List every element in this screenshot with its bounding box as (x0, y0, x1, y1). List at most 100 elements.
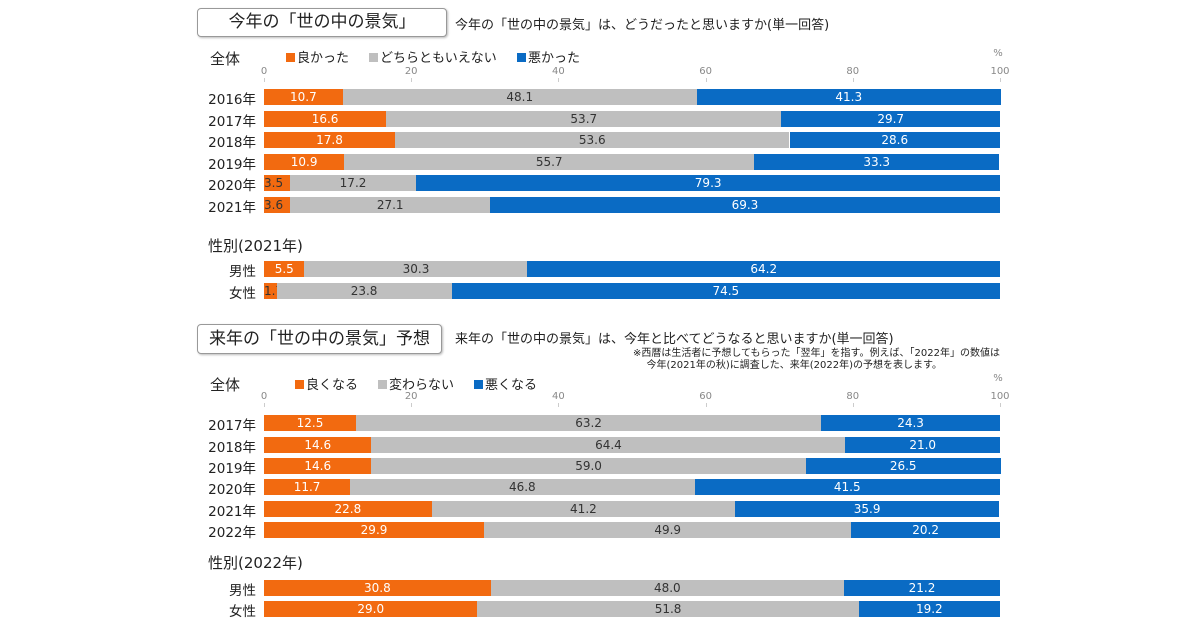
x-tick-label: 40 (552, 391, 565, 402)
bar-value-label: 79.3 (694, 176, 722, 190)
bar-value-label: 48.0 (653, 581, 681, 595)
bar-value-label: 24.3 (897, 416, 924, 430)
group-label: 全体 (210, 50, 241, 68)
bar-value-label: 17.8 (316, 133, 343, 147)
x-tick-label: 40 (552, 66, 565, 77)
bar-segment: 17.2 (289, 175, 417, 191)
note-line-1: ※西暦は生活者に予想してもらった「翌年」を指す。例えば、「2022年」の数値は (632, 348, 1000, 359)
bar-value-label: 14.6 (304, 459, 332, 473)
bar-value-label: 46.8 (508, 480, 536, 494)
bar-segment: 79.3 (416, 175, 1000, 191)
tick-mark (411, 78, 413, 82)
bar-value-label: 10.9 (290, 155, 318, 169)
bar-segment: 64.2 (527, 261, 1000, 277)
bar-value-label: 55.7 (535, 155, 563, 169)
question-this-year: 今年の「世の中の景気」は、どうだったと思いますか(単一回答) (455, 18, 830, 33)
tick-mark (558, 78, 560, 82)
x-tick-label: 0 (260, 391, 268, 402)
legend-item: 変わらない (378, 374, 454, 393)
bar-segment: 64.4 (371, 437, 846, 453)
category-label: 2018年 (208, 440, 256, 456)
note-line-2: 今年(2021年の秋)に調査した、来年(2022年)の予想を表します。 (646, 360, 942, 371)
category-label: 2019年 (208, 461, 256, 477)
group-label: 全体 (210, 376, 241, 394)
tick-mark (852, 403, 854, 407)
x-tick-label: 80 (846, 66, 860, 77)
legend-item: 悪かった (517, 47, 580, 66)
bar-value-label: 17.2 (339, 176, 367, 190)
bar-segment: 11.7 (264, 479, 351, 495)
bar-value-label: 41.3 (835, 90, 863, 104)
bar-value-label: 33.3 (863, 155, 891, 169)
category-label: 2018年 (208, 135, 256, 151)
bar-value-label: 21.2 (908, 581, 936, 595)
legend-label: 悪くなる (485, 378, 538, 393)
category-label: 2017年 (208, 418, 256, 434)
bar-segment: 41.3 (696, 89, 1001, 105)
bar-segment: 20.2 (851, 522, 1000, 538)
unit-label: % (993, 48, 1003, 59)
category-label: 2019年 (208, 157, 256, 173)
section-title-next-year: 来年の「世の中の景気」予想 (197, 324, 442, 354)
bar-segment: 5.5 (264, 261, 305, 277)
bar-segment: 28.6 (789, 132, 1000, 148)
legend-item: 良かった (286, 47, 349, 66)
bar-value-label: 22.8 (334, 502, 362, 516)
x-tick-label: 60 (699, 391, 712, 402)
legend-item: どちらともいえない (369, 47, 497, 66)
category-label: 女性 (229, 286, 256, 302)
category-label: 2021年 (208, 504, 256, 520)
category-label: 2016年 (208, 92, 256, 108)
bar-segment: 55.7 (344, 154, 755, 170)
bar-segment: 53.7 (386, 111, 782, 127)
bar-value-label: 63.2 (575, 416, 602, 430)
tick-mark (411, 403, 413, 407)
bar-value-label: 64.2 (750, 262, 778, 276)
bar-segment: 33.3 (754, 154, 1000, 170)
category-label: 男性 (229, 264, 256, 280)
legend-label: どちらともいえない (380, 51, 497, 66)
bar-segment: 74.5 (451, 283, 1000, 299)
bar-segment: 69.3 (489, 197, 1000, 213)
category-label: 男性 (229, 583, 256, 599)
legend-swatch (295, 380, 304, 389)
bar-value-label: 12.5 (296, 416, 324, 430)
section-title-this-year: 今年の「世の中の景気」 (197, 8, 447, 37)
legend-item: 悪くなる (474, 374, 537, 393)
tick-mark (558, 403, 560, 407)
bar-segment: 48.0 (490, 580, 844, 596)
bar-segment: 21.0 (845, 437, 1000, 453)
bar-segment: 27.1 (290, 197, 490, 213)
legend-label: 悪かった (528, 51, 581, 66)
tick-mark (264, 78, 265, 82)
bar-segment: 3.5 (264, 175, 290, 191)
bar-segment: 3.6 (264, 197, 291, 213)
bar-value-label: 51.8 (654, 602, 682, 616)
tick-mark (1000, 403, 1001, 407)
bar-value-label: 11.7 (293, 480, 321, 494)
bar-value-label: 74.5 (712, 284, 740, 298)
bar-segment: 30.3 (304, 261, 528, 277)
bar-value-label: 29.0 (357, 602, 385, 616)
bar-segment: 12.5 (264, 415, 356, 431)
legend-swatch (517, 53, 526, 62)
bar-value-label: 30.8 (363, 581, 391, 595)
bar-segment: 48.1 (342, 89, 697, 105)
bar-value-label: 27.1 (376, 198, 404, 212)
category-label: 2022年 (208, 525, 256, 541)
bar-segment: 24.3 (821, 415, 1000, 431)
bar-value-label: 26.5 (889, 459, 917, 473)
bar-value-label: 29.7 (877, 112, 905, 126)
bar-segment: 41.5 (694, 479, 1000, 495)
x-tick-label: 20 (404, 66, 418, 77)
bar-segment: 14.6 (264, 437, 372, 453)
legend-label: 変わらない (389, 378, 455, 393)
bar-segment: 29.7 (781, 111, 1000, 127)
bar-value-label: 30.3 (402, 262, 430, 276)
x-tick-label: 60 (699, 66, 712, 77)
category-label: 2020年 (208, 178, 256, 194)
bar-segment: 41.2 (431, 501, 736, 517)
category-label: 2017年 (208, 114, 256, 130)
tick-mark (705, 403, 707, 407)
